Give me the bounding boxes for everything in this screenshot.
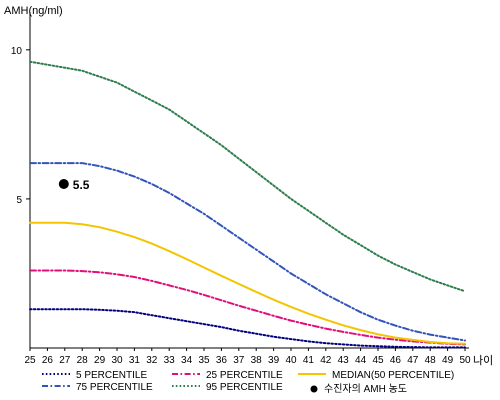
x-tick-label: 37 — [233, 355, 245, 366]
legend: 5 PERCENTILE 25 PERCENTILE MEDIAN(50 PERCE… — [42, 370, 454, 395]
x-tick-label: 26 — [42, 355, 54, 366]
x-tick-label: 48 — [425, 355, 437, 366]
patient-amh-point — [58, 179, 69, 189]
x-tick-label: 35 — [198, 355, 210, 366]
x-tick-label: 32 — [146, 355, 158, 366]
x-tick-label: 41 — [303, 355, 315, 366]
legend-label-median-50-percentile: MEDIAN(50 PERCENTILE) — [332, 370, 454, 381]
y-axis-title: AMH(ng/ml) — [4, 5, 63, 17]
x-axis-title: 나이 — [473, 354, 493, 367]
x-tick-label: 34 — [181, 355, 193, 366]
x-tick-label: 30 — [111, 355, 123, 366]
x-tick-label: 27 — [59, 355, 71, 366]
x-tick-label: 46 — [390, 355, 402, 366]
x-tick-label: 44 — [355, 355, 367, 366]
legend-swatch-patient-amh — [310, 385, 318, 393]
x-tick-label: 36 — [216, 355, 228, 366]
legend-label-95-percentile: 95 PERCENTILE — [206, 382, 283, 393]
y-tick-label: 5 — [16, 195, 22, 206]
legend-label-5-percentile: 5 PERCENTILE — [76, 370, 147, 381]
y-tick-label: 10 — [11, 46, 23, 57]
y-ticks: 5 10 — [11, 46, 30, 206]
x-tick-label: 29 — [94, 355, 106, 366]
x-tick-label: 45 — [372, 355, 384, 366]
x-tick-label: 25 — [24, 355, 36, 366]
legend-label-75-percentile: 75 PERCENTILE — [76, 382, 153, 393]
legend-label-patient-amh: 수진자의 AMH 농도 — [324, 383, 407, 395]
series-lines — [29, 60, 466, 349]
patient-amh-value-label: 5.5 — [73, 178, 90, 192]
series-line-75-percentile — [29, 162, 466, 342]
x-tick-label: 31 — [129, 355, 141, 366]
x-tick-label: 40 — [285, 355, 297, 366]
x-tick-label: 49 — [442, 355, 454, 366]
x-tick-label: 33 — [164, 355, 176, 366]
series-line-25-percentile — [29, 269, 466, 346]
x-tick-label: 38 — [251, 355, 263, 366]
x-tick-label: 50 — [459, 355, 471, 366]
legend-label-25-percentile: 25 PERCENTILE — [206, 370, 283, 381]
x-tick-label: 47 — [407, 355, 419, 366]
x-tick-label: 42 — [320, 355, 332, 366]
x-tick-label: 28 — [77, 355, 89, 366]
series-line-95-percentile — [29, 60, 466, 293]
series-line-median-50-percentile — [29, 221, 466, 345]
series-line-5-percentile — [29, 308, 466, 349]
x-tick-label: 43 — [338, 355, 350, 366]
highlight-point-group: 5.5 — [58, 178, 90, 192]
x-ticks: 25 26 27 28 29 30 31 32 33 34 35 36 37 38 39 40 41 42 43 44… — [24, 348, 471, 366]
x-tick-label: 39 — [268, 355, 280, 366]
